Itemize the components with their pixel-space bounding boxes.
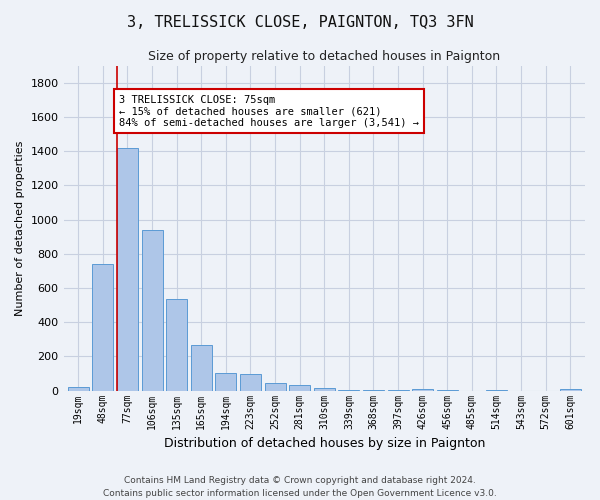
Title: Size of property relative to detached houses in Paignton: Size of property relative to detached ho…: [148, 50, 500, 63]
Bar: [560, 388, 581, 390]
Bar: [68, 387, 89, 390]
Bar: [240, 374, 261, 390]
Text: Contains HM Land Registry data © Crown copyright and database right 2024.
Contai: Contains HM Land Registry data © Crown c…: [103, 476, 497, 498]
Text: 3, TRELISSICK CLOSE, PAIGNTON, TQ3 3FN: 3, TRELISSICK CLOSE, PAIGNTON, TQ3 3FN: [127, 15, 473, 30]
Bar: [289, 385, 310, 390]
Text: 3 TRELISSICK CLOSE: 75sqm
← 15% of detached houses are smaller (621)
84% of semi: 3 TRELISSICK CLOSE: 75sqm ← 15% of detac…: [119, 94, 419, 128]
Bar: [142, 230, 163, 390]
Bar: [92, 264, 113, 390]
Bar: [265, 384, 286, 390]
X-axis label: Distribution of detached houses by size in Paignton: Distribution of detached houses by size …: [164, 437, 485, 450]
Bar: [191, 346, 212, 391]
Bar: [166, 299, 187, 390]
Bar: [314, 388, 335, 390]
Bar: [412, 388, 433, 390]
Bar: [117, 148, 138, 390]
Y-axis label: Number of detached properties: Number of detached properties: [15, 140, 25, 316]
Bar: [215, 372, 236, 390]
